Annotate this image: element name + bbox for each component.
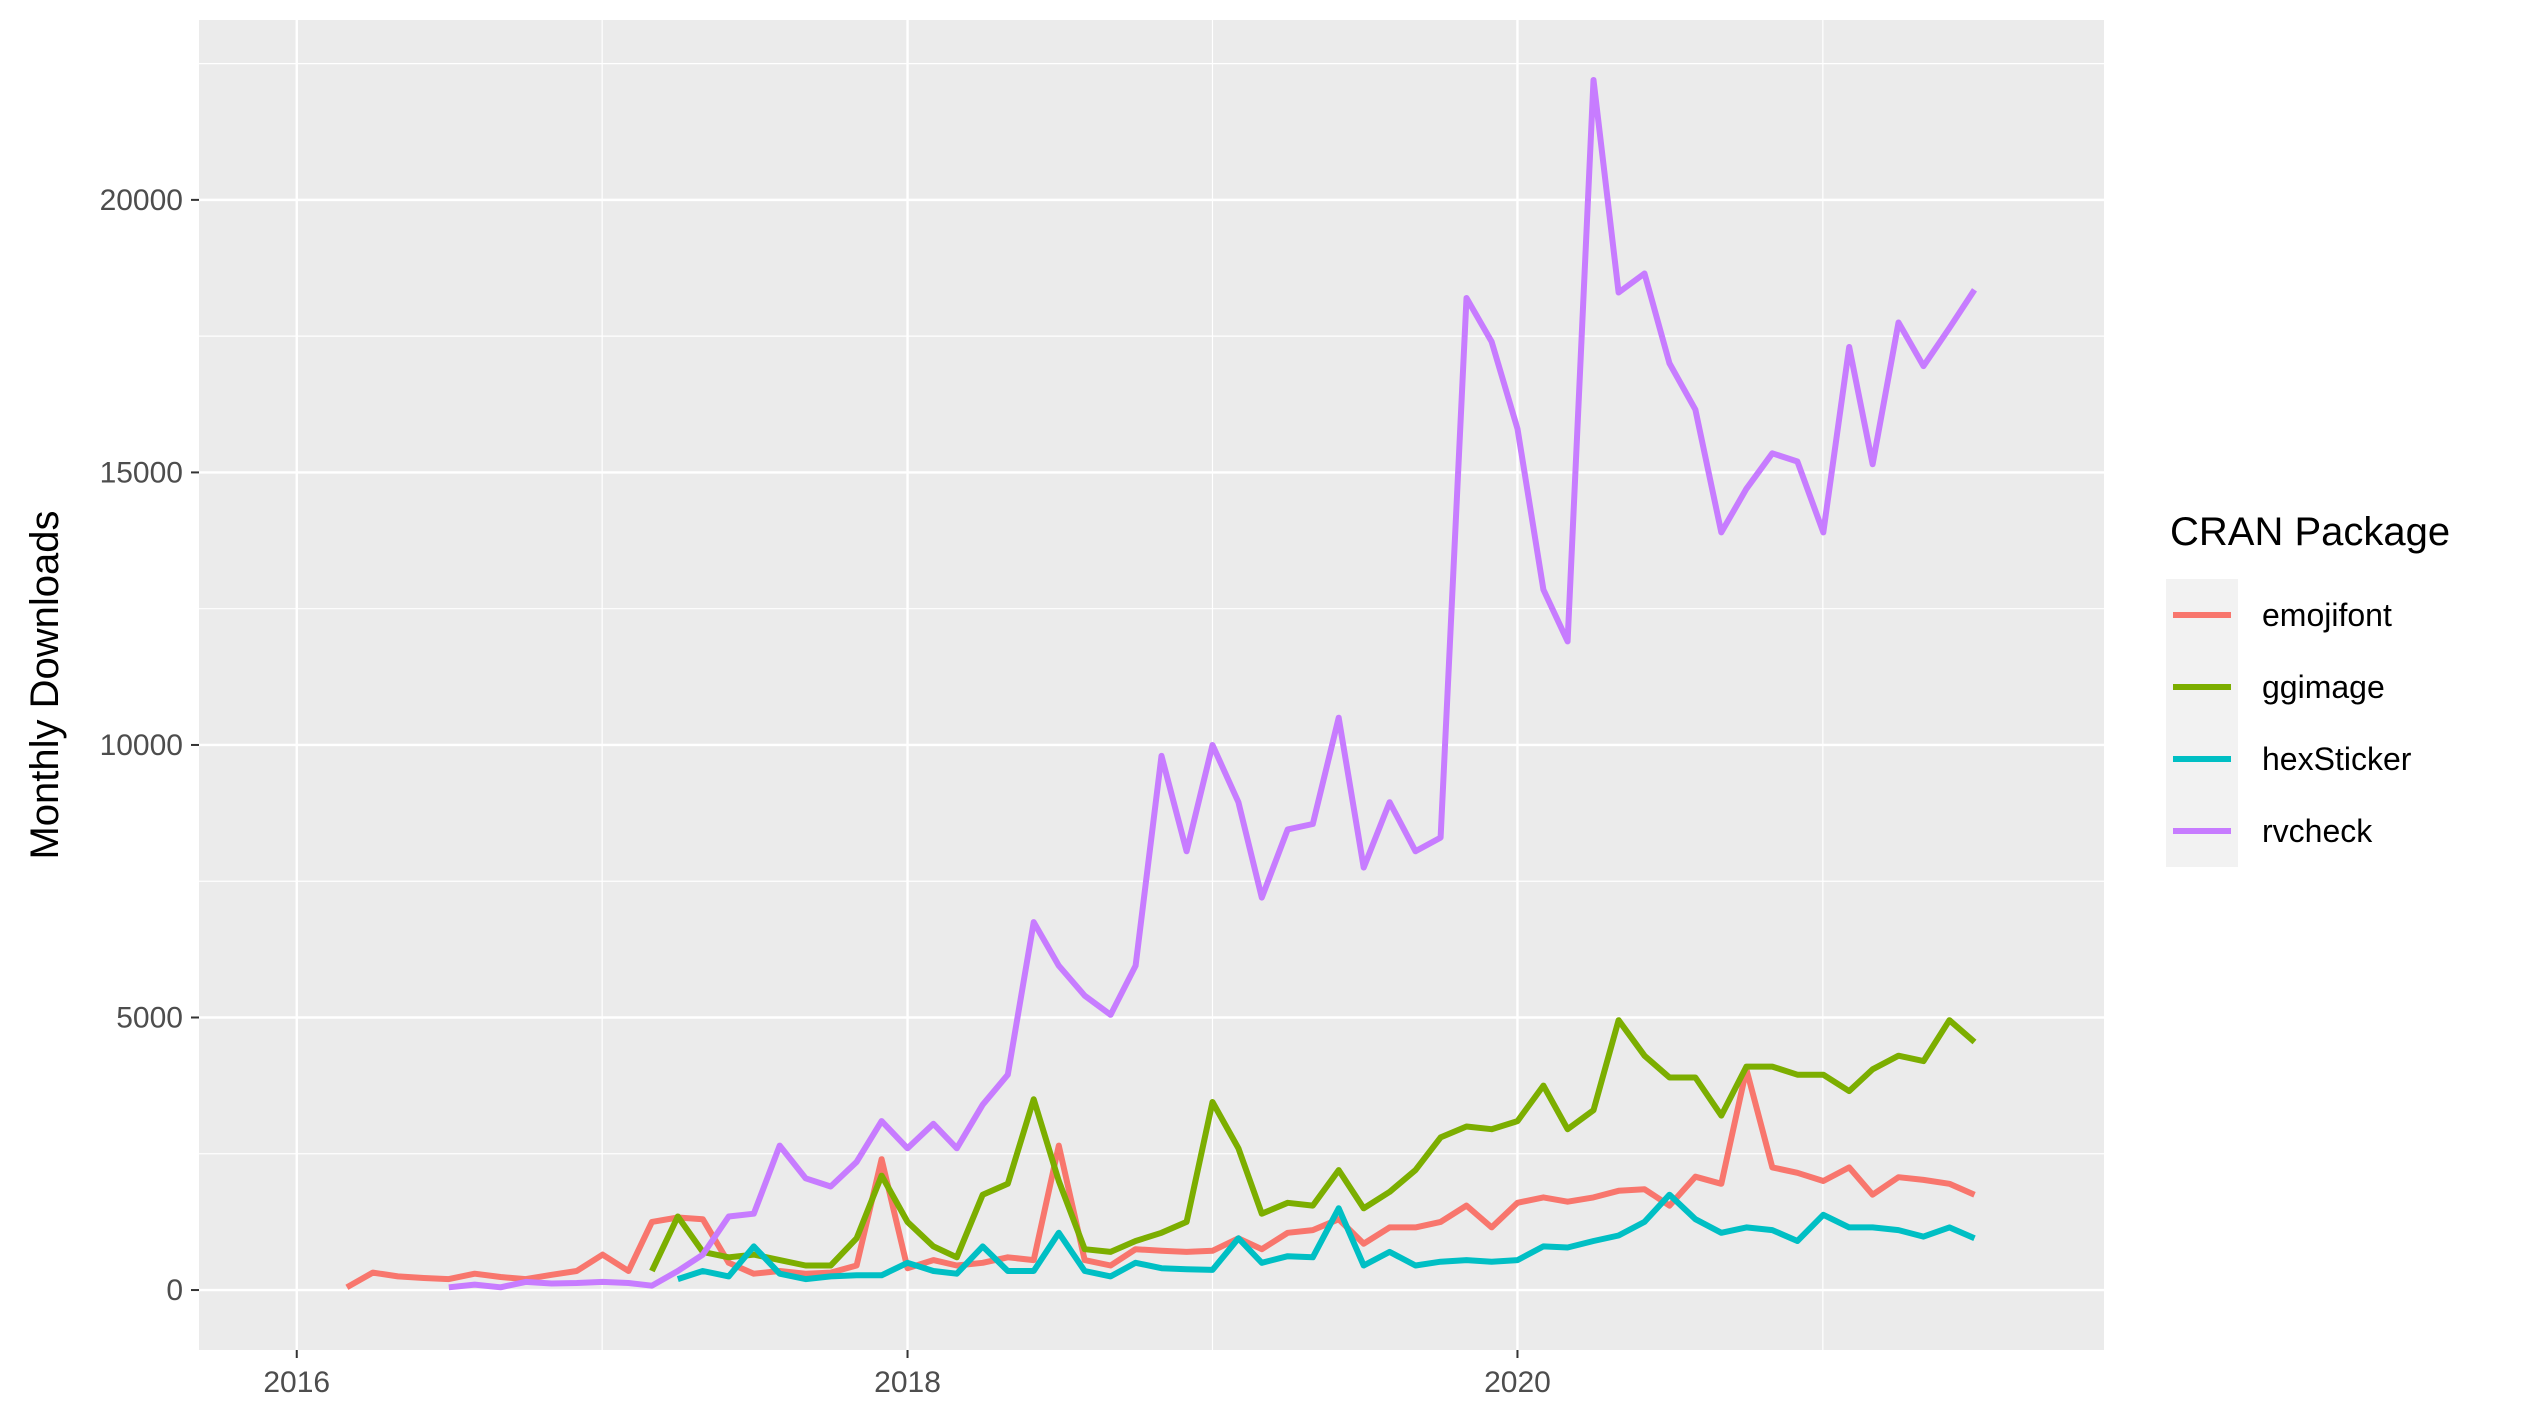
series-line-ggimage [649, 1017, 1977, 1273]
series-line-emojifont [345, 1066, 1976, 1290]
y-tick-label: 15000 [100, 456, 183, 489]
x-tick-label: 2018 [874, 1366, 941, 1399]
legend: CRAN Package emojifont ggimage hexSticker r… [2166, 510, 2450, 867]
legend-label: rvcheck [2262, 813, 2373, 849]
y-axis-title: Monthly Downloads [23, 510, 67, 859]
legend-label: emojifont [2262, 597, 2392, 633]
plot-panel [199, 20, 2104, 1350]
x-tick-label: 2016 [263, 1366, 330, 1399]
legend-label: hexSticker [2262, 741, 2412, 777]
legend-title: CRAN Package [2170, 510, 2450, 554]
y-tick-label: 5000 [116, 1002, 183, 1035]
legend-item-ggimage: ggimage [2166, 651, 2385, 723]
minor-grid [199, 20, 2104, 1350]
series-line-rvcheck [448, 77, 1978, 1291]
series-layer [345, 77, 1978, 1291]
y-tick-label: 20000 [100, 184, 183, 217]
axis-ticks: 0 5000 10000 15000 20000 2016 2018 2020 [100, 184, 1551, 1399]
legend-item-hexsticker: hexSticker [2166, 723, 2412, 795]
y-tick-label: 10000 [100, 729, 183, 762]
legend-label: ggimage [2262, 669, 2385, 705]
y-tick-label: 0 [166, 1274, 183, 1307]
major-grid [199, 20, 2104, 1350]
legend-item-emojifont: emojifont [2166, 579, 2392, 651]
x-tick-label: 2020 [1484, 1366, 1551, 1399]
legend-item-rvcheck: rvcheck [2166, 795, 2373, 867]
legend-items: emojifont ggimage hexSticker rvcheck [2166, 579, 2412, 867]
series-line-hexsticker [676, 1191, 1976, 1283]
